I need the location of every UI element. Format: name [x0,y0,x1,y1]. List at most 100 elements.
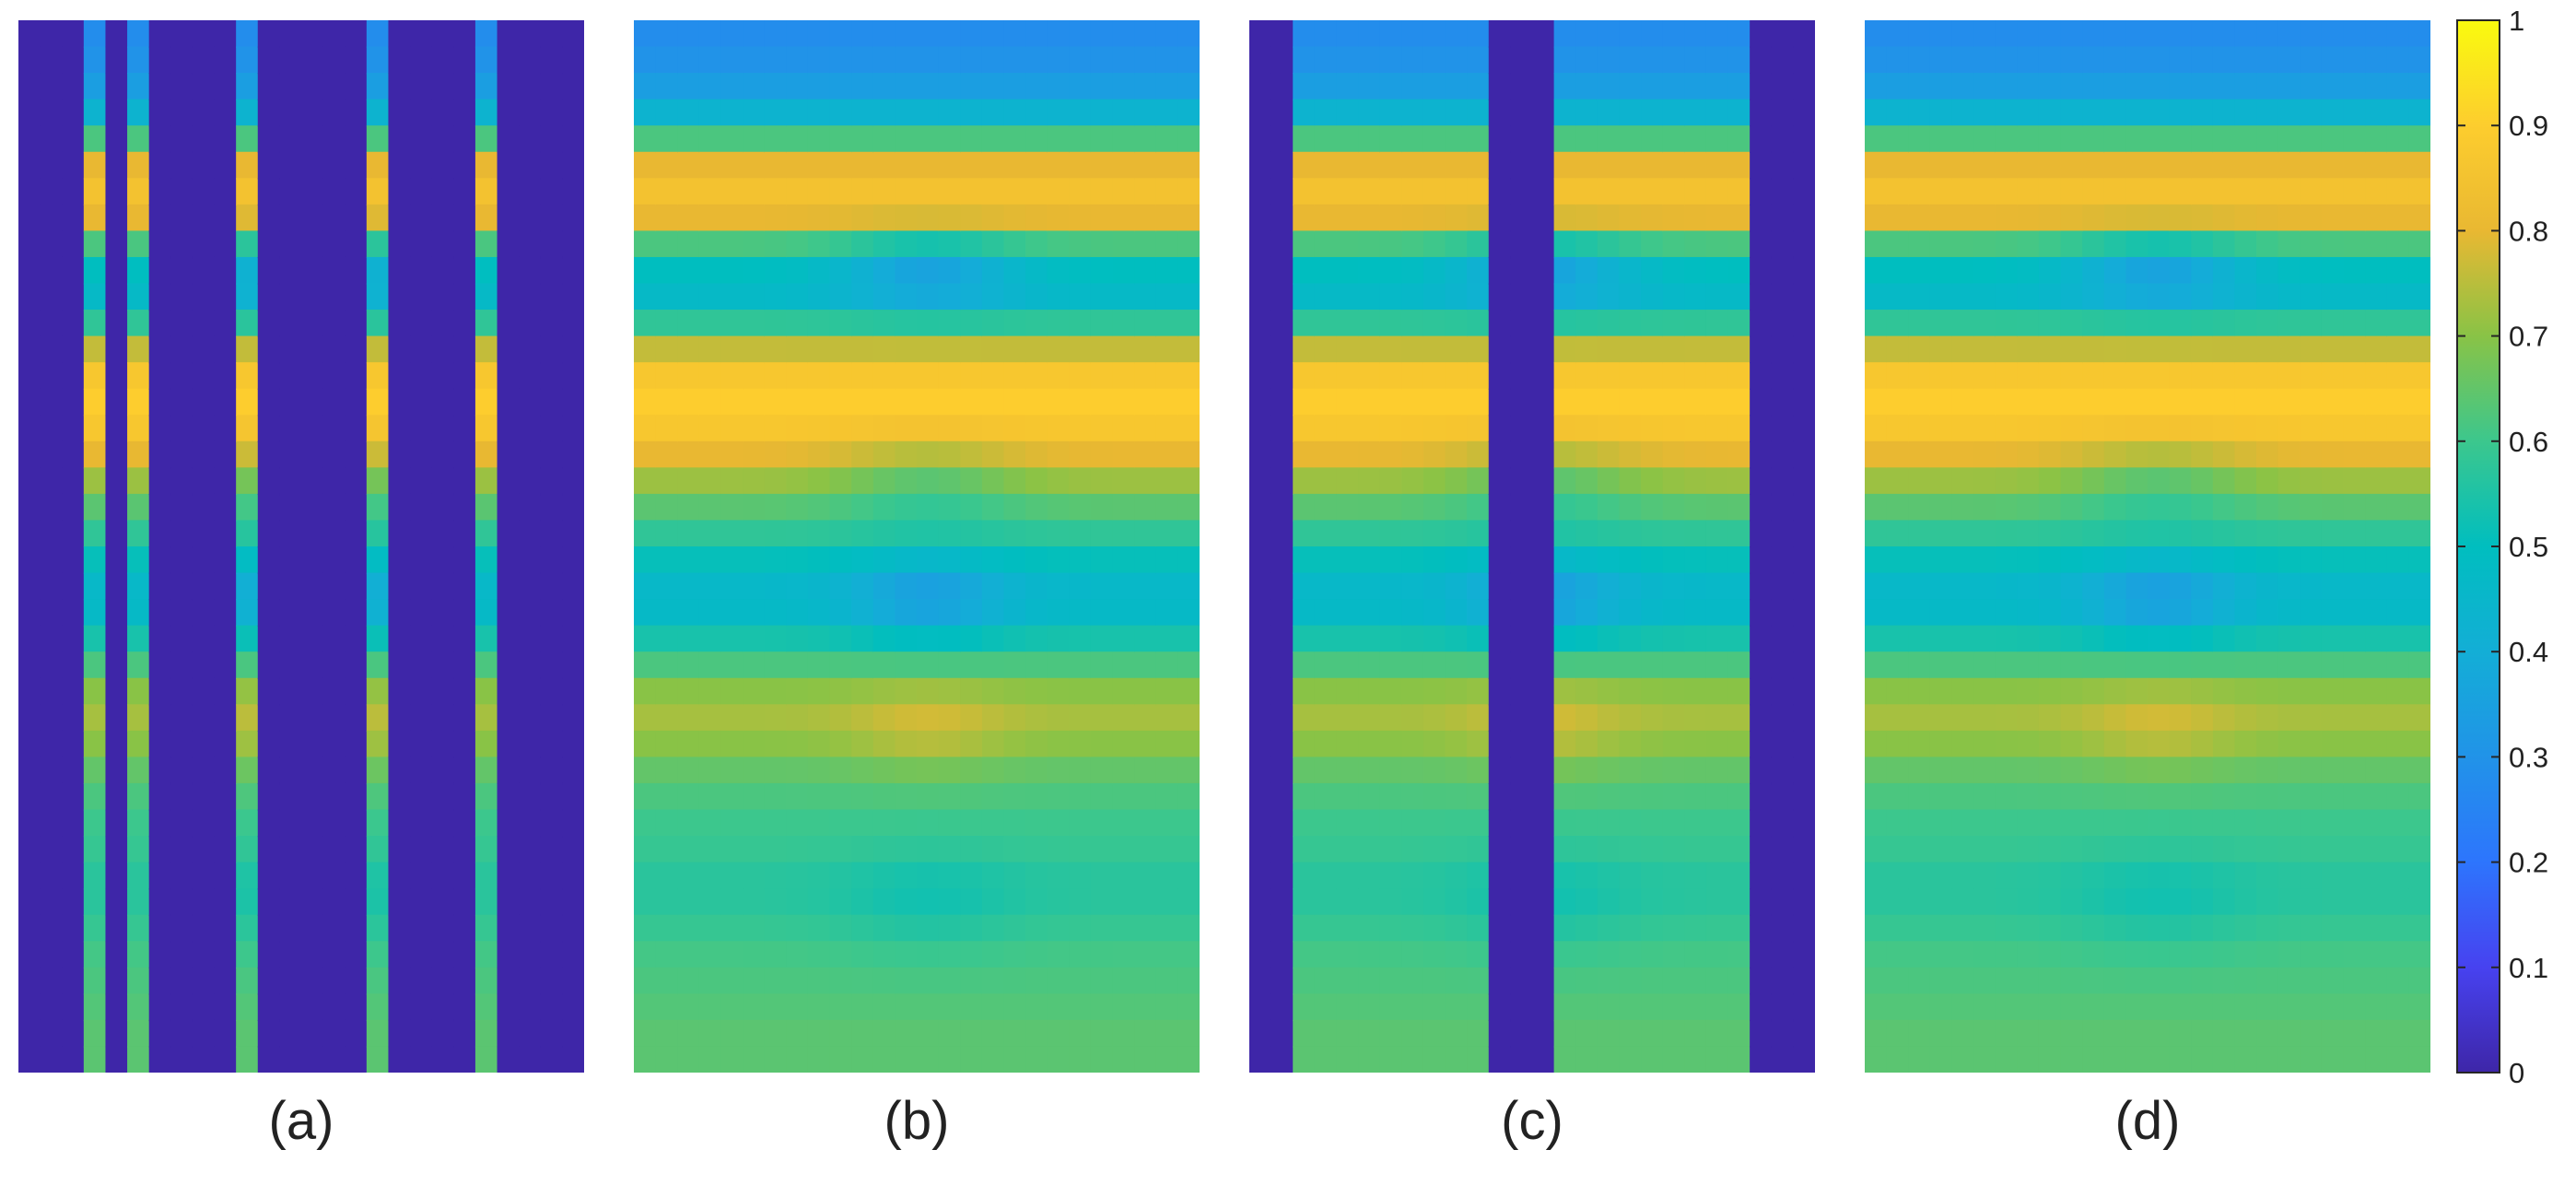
heatmap-cell [1727,546,1751,574]
heatmap-cell [62,388,85,417]
heatmap-cell [677,310,700,337]
heatmap-cell [743,599,766,627]
heatmap-cell [214,46,238,75]
heatmap-cell [1112,520,1136,548]
heatmap-cell [2191,440,2214,469]
heatmap-cell [322,809,346,838]
heatmap-cell [720,967,744,995]
heatmap-cell [2212,967,2236,995]
heatmap-cell [1249,151,1272,180]
heatmap-cell [917,335,940,364]
heatmap-cell [2060,46,2084,75]
heatmap-cell [105,888,129,916]
heatmap-cell [540,20,564,48]
heatmap-cell [170,73,193,100]
heatmap-cell [410,677,433,706]
heatmap-cell [279,415,302,442]
heatmap-cell [1510,467,1533,496]
heatmap-cell [192,388,216,417]
heatmap-cell [2017,415,2040,442]
heatmap-cell [1575,493,1598,522]
heatmap-cell [453,283,476,311]
heatmap-cell [1314,46,1338,75]
heatmap-cell [2060,704,2084,732]
heatmap-cell [698,651,722,679]
heatmap-cell [40,335,64,364]
heatmap-cell [2212,625,2236,653]
heatmap-cell [1249,625,1272,653]
heatmap-cell [764,73,788,100]
heatmap-cell [540,862,564,890]
heatmap-cell [366,914,390,943]
heatmap-cell [872,888,896,916]
heatmap-cell [1047,493,1071,522]
heatmap-cell [366,46,390,75]
heatmap-cell [1750,467,1773,496]
heatmap-cell [2212,757,2236,785]
heatmap-cell [148,862,172,890]
heatmap-cell [236,757,259,785]
heatmap-cell [18,204,41,232]
heatmap-cell [2365,862,2388,890]
heatmap-cell [786,730,809,758]
heatmap-cell [301,625,324,653]
heatmap-cell [322,310,346,337]
heatmap-cell [1090,20,1114,48]
heatmap-cell [2365,440,2388,469]
heatmap-cell [1401,204,1424,232]
heatmap-cell [720,520,744,548]
heatmap-cell [1090,99,1114,127]
heatmap-cell [677,546,700,574]
heatmap-cell [1662,1019,1686,1048]
heatmap-cell [1249,599,1272,627]
heatmap-cell [807,993,831,1022]
heatmap-cell [1090,73,1114,100]
heatmap-cell [2125,599,2149,627]
heatmap-cell [2386,125,2410,153]
heatmap-cell [127,862,150,890]
heatmap-cell [1270,941,1294,968]
heatmap-cell [1467,704,1490,732]
heatmap-cell [872,625,896,653]
heatmap-cell [410,73,433,100]
heatmap-cell [1467,335,1490,364]
heatmap-cell [2300,415,2323,442]
heatmap-cell [1995,572,2019,601]
heatmap-cell [1641,993,1664,1022]
heatmap-cell [807,440,831,469]
heatmap-cell [322,362,346,390]
heatmap-cell [1358,967,1381,995]
heatmap-cell [2082,599,2105,627]
heatmap-cell [83,362,107,390]
heatmap-cell [279,572,302,601]
heatmap-cell [279,256,302,285]
heatmap-cell [1134,335,1157,364]
heatmap-cell [1003,335,1027,364]
heatmap-cell [1793,1019,1815,1048]
heatmap-cell [851,782,874,811]
heatmap-cell [829,993,853,1022]
heatmap-cell [192,651,216,679]
heatmap-cell [1314,993,1338,1022]
heatmap-cell [786,757,809,785]
heatmap-cell [2277,467,2301,496]
heatmap-cell [1973,757,1996,785]
heatmap-cell [1488,99,1512,127]
heatmap-cell [170,335,193,364]
heatmap-cell [917,836,940,863]
heatmap-cell [1047,809,1071,838]
heatmap-cell [1025,99,1048,127]
heatmap-cell [388,178,412,205]
heatmap-cell [655,625,679,653]
heatmap-cell [2365,704,2388,732]
heatmap-cell [192,862,216,890]
heatmap-cell [474,415,498,442]
heatmap-cell [1467,388,1490,417]
heatmap-cell [562,1019,584,1048]
heatmap-cell [1090,467,1114,496]
heatmap-cell [301,256,324,285]
heatmap-cell [960,520,983,548]
heatmap-cell [1771,572,1795,601]
heatmap-cell [301,151,324,180]
heatmap-cell [105,520,129,548]
